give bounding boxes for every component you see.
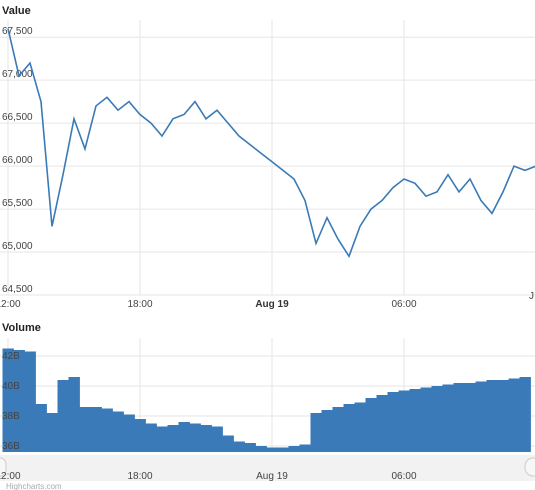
volume-bar	[101, 408, 113, 452]
volume-bar	[310, 413, 322, 452]
volume-y-tick-label: 36B	[2, 441, 20, 452]
volume-bar	[497, 380, 509, 452]
volume-y-tick-label: 38B	[2, 411, 20, 422]
volume-bar	[420, 387, 432, 452]
value-y-tick-label: 65,500	[2, 198, 33, 209]
volume-bar	[475, 381, 487, 452]
volume-bars	[2, 348, 531, 452]
volume-bar	[453, 383, 465, 452]
volume-bar	[387, 392, 399, 452]
volume-bar	[343, 404, 355, 452]
volume-bar	[464, 383, 476, 452]
volume-x-tick-label: 06:00	[391, 471, 416, 482]
volume-y-tick-label: 40B	[2, 381, 20, 392]
volume-bar	[112, 411, 124, 452]
volume-bar	[277, 447, 289, 452]
volume-bar	[442, 384, 454, 452]
volume-bar	[354, 402, 366, 452]
value-x-tick-label: 12:00	[0, 299, 21, 310]
value-x-tick-label: 18:00	[127, 299, 152, 310]
volume-bar	[156, 426, 168, 452]
value-edge-label: J	[529, 291, 534, 302]
volume-bar	[68, 377, 80, 452]
value-y-ticks: 67,500 67,000 66,500 66,000 65,500 65,000 64,5…	[2, 26, 33, 295]
volume-chart: Volume 42B 40B 38B 36B	[0, 322, 535, 452]
volume-bar	[288, 446, 300, 452]
volume-bar	[332, 407, 344, 452]
volume-bar	[57, 380, 69, 452]
volume-bar	[79, 407, 91, 452]
volume-bar	[244, 443, 256, 452]
volume-bar	[189, 423, 201, 452]
volume-bar	[24, 351, 36, 452]
volume-bar	[255, 446, 267, 452]
volume-bar	[211, 426, 223, 452]
volume-bar	[376, 395, 388, 452]
volume-x-tick-label: 18:00	[127, 471, 152, 482]
value-chart: Value 67,500 67,000 66,500 66,000 65,500 65,0…	[0, 5, 535, 310]
volume-bar	[178, 422, 190, 452]
value-y-tick-label: 65,000	[2, 241, 33, 252]
navigator[interactable]: 12:00 18:00 Aug 19 06:00	[0, 455, 535, 482]
value-x-ticks: 12:00 18:00 Aug 19 06:00	[0, 299, 417, 310]
volume-bar	[145, 423, 157, 452]
value-axis-title: Value	[2, 5, 31, 17]
volume-bar	[200, 425, 212, 452]
value-y-tick-label: 67,500	[2, 26, 33, 37]
navigator-left-handle[interactable]	[0, 457, 7, 477]
volume-bar	[13, 350, 25, 452]
value-y-tick-label: 64,500	[2, 284, 33, 295]
value-series-line	[7, 28, 535, 259]
volume-bar	[486, 380, 498, 452]
volume-x-tick-label: 12:00	[0, 471, 21, 482]
value-y-tick-label: 67,000	[2, 69, 33, 80]
volume-bar	[35, 404, 47, 452]
volume-x-tick-label: Aug 19	[256, 471, 288, 482]
volume-bar	[519, 377, 531, 452]
value-y-tick-label: 66,000	[2, 155, 33, 166]
volume-axis-title: Volume	[2, 322, 41, 334]
volume-y-ticks: 42B 40B 38B 36B	[2, 351, 20, 452]
volume-bar	[299, 444, 311, 452]
volume-bar	[2, 348, 14, 452]
navigator-right-handle[interactable]	[524, 457, 535, 477]
volume-bar	[365, 398, 377, 452]
volume-bar	[46, 413, 58, 452]
volume-bar	[508, 378, 520, 452]
volume-bar	[222, 435, 234, 452]
volume-x-ticks: 12:00 18:00 Aug 19 06:00	[0, 471, 417, 482]
volume-bar	[409, 389, 421, 452]
value-grid	[0, 20, 535, 296]
volume-bar	[167, 425, 179, 452]
volume-bar	[266, 447, 278, 452]
volume-bar	[321, 410, 333, 452]
volume-y-tick-label: 42B	[2, 351, 20, 362]
value-y-tick-label: 66,500	[2, 112, 33, 123]
value-x-tick-label: Aug 19	[255, 299, 289, 310]
volume-bar	[134, 419, 146, 452]
chart-credit: Highcharts.com	[6, 482, 62, 490]
volume-bar	[398, 390, 410, 452]
volume-bar	[123, 414, 135, 452]
navigator-track[interactable]	[0, 455, 535, 481]
volume-bar	[233, 441, 245, 452]
volume-bar	[90, 407, 102, 452]
value-x-tick-label: 06:00	[391, 299, 416, 310]
volume-bar	[431, 386, 443, 452]
